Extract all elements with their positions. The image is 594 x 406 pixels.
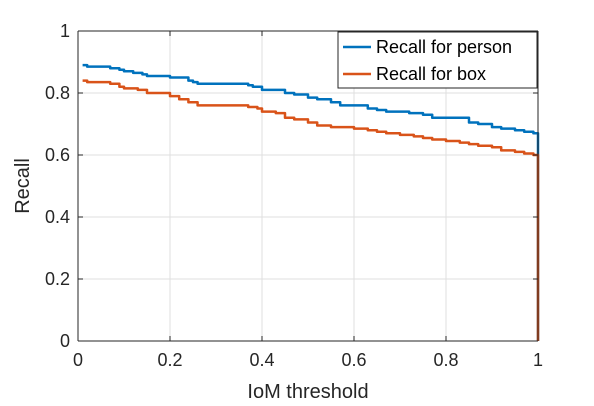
- y-tick-label-0: 0: [60, 331, 70, 351]
- y-tick-label-2: 0.4: [45, 207, 70, 227]
- series-line-0: [82, 63, 540, 341]
- series-lines: [82, 63, 540, 341]
- x-tick-label-5: 1: [533, 350, 543, 370]
- grid: [77, 30, 539, 342]
- x-tick-label-4: 0.8: [433, 350, 458, 370]
- legend-box: [337, 31, 538, 89]
- legend: Recall for person Recall for box: [337, 31, 538, 89]
- y-tick-label-5: 1: [60, 21, 70, 41]
- y-tick-label-3: 0.6: [45, 145, 70, 165]
- tick-labels: 0 0.2 0.4 0.6 0.8 1 0 0.2 0.4 0.6 0.8 1: [45, 21, 543, 370]
- y-tick-label-4: 0.8: [45, 83, 70, 103]
- y-axis-label: Recall: [12, 158, 34, 214]
- x-tick-label-2: 0.4: [249, 350, 274, 370]
- x-tick-label-0: 0: [73, 350, 83, 370]
- x-tick-label-1: 0.2: [157, 350, 182, 370]
- axes: [77, 30, 539, 342]
- x-axis-label: IoM threshold: [247, 381, 368, 403]
- legend-entry-person: Recall for person: [376, 37, 512, 57]
- x-tick-label-3: 0.6: [341, 350, 366, 370]
- series-line-1: [82, 79, 540, 341]
- legend-entry-box: Recall for box: [376, 64, 486, 84]
- y-tick-label-1: 0.2: [45, 269, 70, 289]
